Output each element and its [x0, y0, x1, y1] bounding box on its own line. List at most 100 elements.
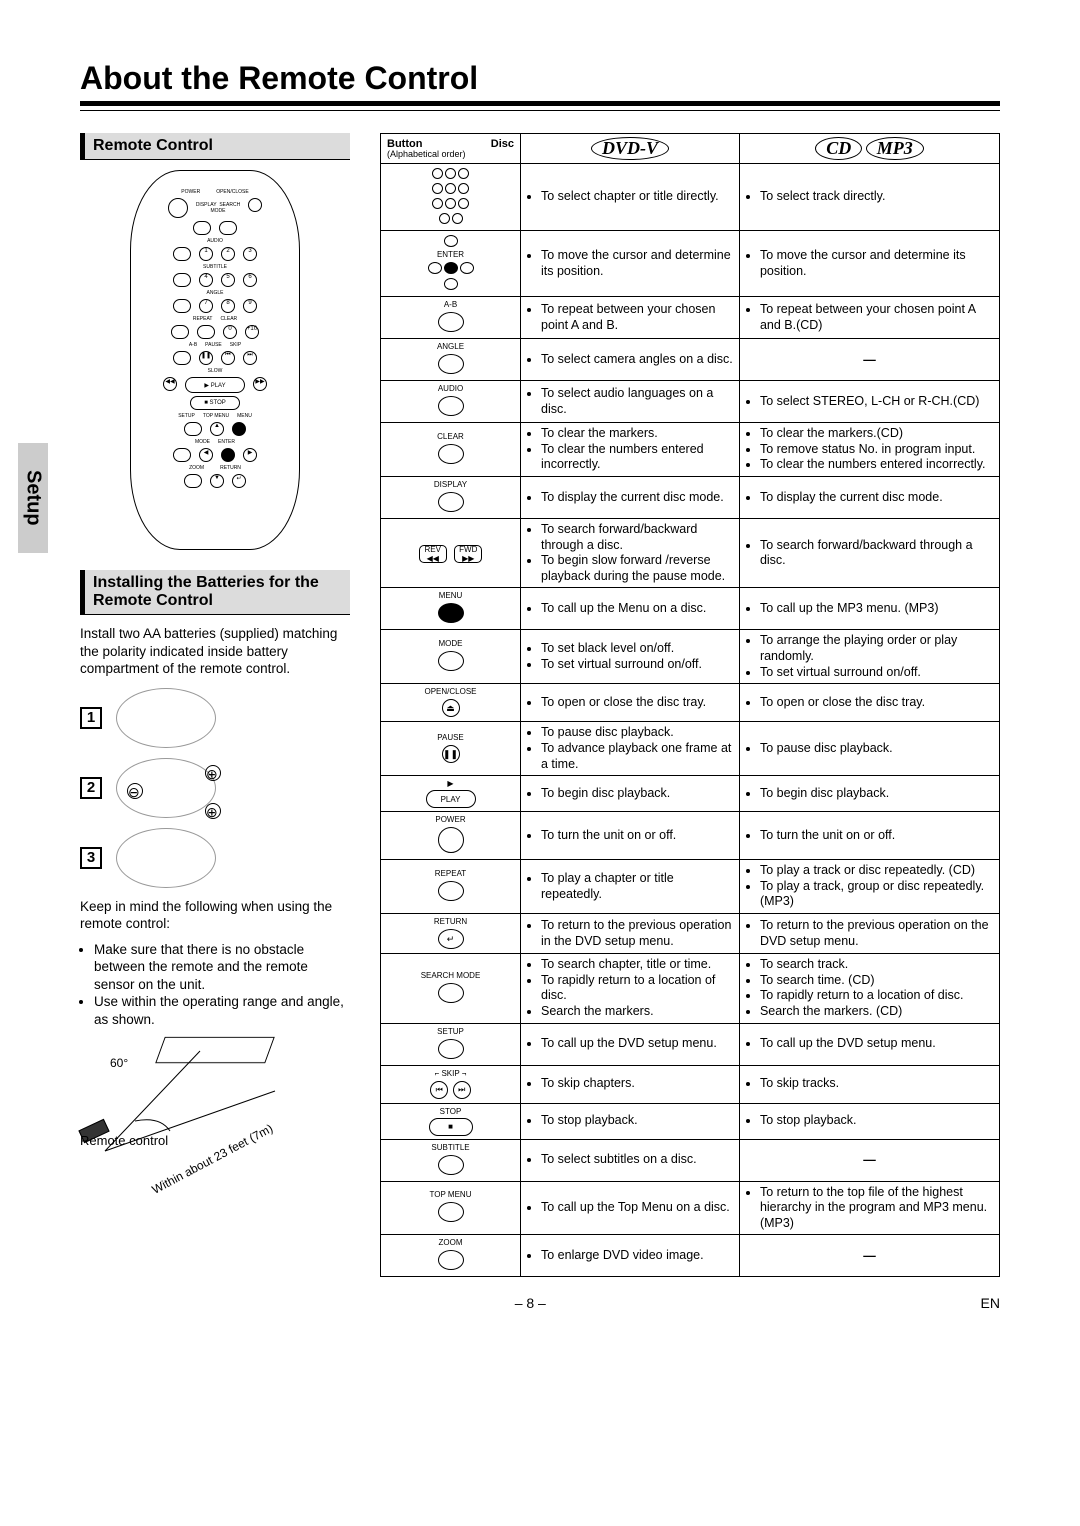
dvd-desc: To stop playback. [521, 1103, 740, 1139]
lang-code: EN [981, 1295, 1000, 1311]
button-cell: PAUSE❚❚ [381, 722, 521, 776]
table-row: OPEN/CLOSE⏏To open or close the disc tra… [381, 684, 1000, 722]
button-cell: AUDIO [381, 381, 521, 423]
button-cell: A-B [381, 297, 521, 339]
table-row: TOP MENUTo call up the Top Menu on a dis… [381, 1181, 1000, 1235]
page-title: About the Remote Control [80, 60, 1000, 106]
cd-desc: — [739, 1235, 999, 1277]
dvd-desc: To select chapter or title directly. [521, 164, 740, 231]
button-function-table: ButtonDisc (Alphabetical order) DVD-V CD… [380, 133, 1000, 1277]
button-cell: STOP■ [381, 1103, 521, 1139]
cd-desc: To clear the markers.(CD)To remove statu… [739, 423, 999, 477]
table-row: SEARCH MODETo search chapter, title or t… [381, 954, 1000, 1024]
cd-desc: To display the current disc mode. [739, 476, 999, 518]
th-dvdv: DVD-V [521, 134, 740, 164]
cd-desc: To skip tracks. [739, 1065, 999, 1103]
button-cell: DISPLAY [381, 476, 521, 518]
table-row: AUDIOTo select audio languages on a disc… [381, 381, 1000, 423]
table-row: CLEARTo clear the markers.To clear the n… [381, 423, 1000, 477]
button-cell: SETUP [381, 1023, 521, 1065]
heading-remote-control: Remote Control [80, 133, 350, 160]
th-cd-mp3: CD MP3 [739, 134, 999, 164]
cd-desc: To pause disc playback. [739, 722, 999, 776]
dvd-desc: To select camera angles on a disc. [521, 339, 740, 381]
cd-desc: To select STEREO, L-CH or R-CH.(CD) [739, 381, 999, 423]
cd-desc: — [739, 1139, 999, 1181]
table-row: RETURN↵To return to the previous operati… [381, 914, 1000, 954]
dvd-desc: To select audio languages on a disc. [521, 381, 740, 423]
cd-desc: To turn the unit on or off. [739, 812, 999, 860]
step-1: 1 [80, 688, 350, 748]
dvd-desc: To play a chapter or title repeatedly. [521, 860, 740, 914]
cd-desc: To open or close the disc tray. [739, 684, 999, 722]
dvd-desc: To call up the Menu on a disc. [521, 588, 740, 630]
range-remote-label: Remote control [80, 1133, 168, 1148]
button-cell: ENTER [381, 231, 521, 297]
table-row: MODETo set black level on/off.To set vir… [381, 630, 1000, 684]
table-row: ⌐ SKIP ¬⏮ ⏭To skip chapters.To skip trac… [381, 1065, 1000, 1103]
dvd-desc: To repeat between your chosen point A an… [521, 297, 740, 339]
dvd-desc: To pause disc playback.To advance playba… [521, 722, 740, 776]
setup-tab: Setup [18, 443, 48, 553]
cd-desc: To call up the DVD setup menu. [739, 1023, 999, 1065]
table-row: SUBTITLETo select subtitles on a disc.— [381, 1139, 1000, 1181]
cd-desc: To stop playback. [739, 1103, 999, 1139]
button-cell: REV◀◀ FWD▶▶ [381, 518, 521, 588]
cd-desc: To return to the top file of the highest… [739, 1181, 999, 1235]
dvd-desc: To turn the unit on or off. [521, 812, 740, 860]
battery-fig-2: ⊕ ⊖ ⊕ [116, 758, 216, 818]
page-number: – 8 – [515, 1295, 546, 1311]
table-row: SETUPTo call up the DVD setup menu.To ca… [381, 1023, 1000, 1065]
table-row: REV◀◀ FWD▶▶To search forward/backward th… [381, 518, 1000, 588]
cd-desc: To move the cursor and determine its pos… [739, 231, 999, 297]
dvd-desc: To open or close the disc tray. [521, 684, 740, 722]
table-row: DISPLAYTo display the current disc mode.… [381, 476, 1000, 518]
cd-desc: To begin disc playback. [739, 776, 999, 812]
dvd-desc: To move the cursor and determine its pos… [521, 231, 740, 297]
cd-desc: To call up the MP3 menu. (MP3) [739, 588, 999, 630]
cd-desc: To return to the previous operation on t… [739, 914, 999, 954]
table-row: POWERTo turn the unit on or off.To turn … [381, 812, 1000, 860]
button-cell: ZOOM [381, 1235, 521, 1277]
step-2: 2 ⊕ ⊖ ⊕ [80, 758, 350, 818]
usage-bullets: Make sure that there is no obstacle betw… [80, 941, 350, 1029]
button-cell: SEARCH MODE [381, 954, 521, 1024]
table-row: PAUSE❚❚To pause disc playback.To advance… [381, 722, 1000, 776]
button-cell: POWER [381, 812, 521, 860]
step-3: 3 [80, 828, 350, 888]
cd-desc: To play a track or disc repeatedly. (CD)… [739, 860, 999, 914]
button-cell: MODE [381, 630, 521, 684]
dvd-desc: To display the current disc mode. [521, 476, 740, 518]
table-row: ▶PLAYTo begin disc playback.To begin dis… [381, 776, 1000, 812]
button-cell: CLEAR [381, 423, 521, 477]
button-cell: ▶PLAY [381, 776, 521, 812]
dvd-desc: To clear the markers.To clear the number… [521, 423, 740, 477]
table-row: ANGLETo select camera angles on a disc.— [381, 339, 1000, 381]
range-figure: 60° Remote control Within about 23 feet … [80, 1036, 280, 1166]
bullet-1: Make sure that there is no obstacle betw… [94, 941, 350, 994]
cd-desc: To repeat between your chosen point A an… [739, 297, 999, 339]
title-rule [80, 110, 1000, 111]
dvd-desc: To return to the previous operation in t… [521, 914, 740, 954]
dvd-desc: To begin disc playback. [521, 776, 740, 812]
table-row: A-BTo repeat between your chosen point A… [381, 297, 1000, 339]
heading-installing: Installing the Batteries for the Remote … [80, 570, 350, 615]
cd-desc: To arrange the playing order or play ran… [739, 630, 999, 684]
button-cell [381, 164, 521, 231]
bullet-2: Use within the operating range and angle… [94, 993, 350, 1028]
cd-desc: To search track.To search time. (CD)To r… [739, 954, 999, 1024]
button-cell: TOP MENU [381, 1181, 521, 1235]
table-row: STOP■To stop playback.To stop playback. [381, 1103, 1000, 1139]
dvd-desc: To call up the Top Menu on a disc. [521, 1181, 740, 1235]
cd-desc: — [739, 339, 999, 381]
dvd-desc: To search forward/backward through a dis… [521, 518, 740, 588]
step-1-num: 1 [80, 707, 102, 729]
button-cell: ANGLE [381, 339, 521, 381]
dvd-desc: To call up the DVD setup menu. [521, 1023, 740, 1065]
cd-desc: To select track directly. [739, 164, 999, 231]
battery-fig-3 [116, 828, 216, 888]
step-2-num: 2 [80, 777, 102, 799]
dvd-desc: To search chapter, title or time.To rapi… [521, 954, 740, 1024]
table-row: ZOOMTo enlarge DVD video image.— [381, 1235, 1000, 1277]
dvd-desc: To enlarge DVD video image. [521, 1235, 740, 1277]
